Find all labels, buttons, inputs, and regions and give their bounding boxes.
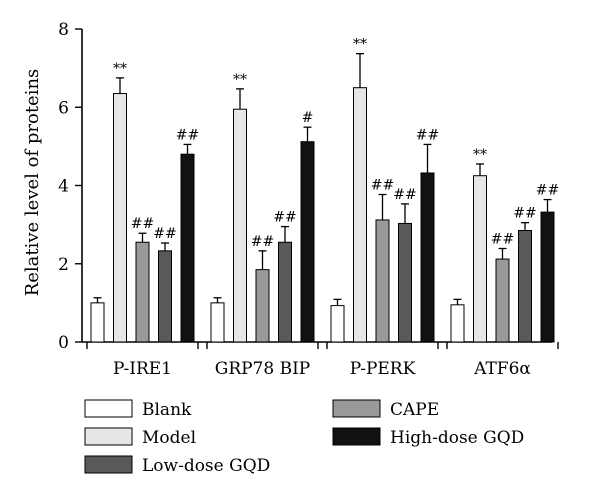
legend-swatch bbox=[84, 427, 133, 446]
significance-label: ## bbox=[273, 210, 296, 226]
x-tick-label: P-PERK bbox=[350, 359, 416, 379]
x-tick-label: ATF6α bbox=[473, 359, 531, 379]
significance-label: ## bbox=[153, 226, 176, 242]
significance-label: ** bbox=[233, 72, 247, 88]
significance-label: ## bbox=[176, 127, 199, 143]
significance-label: ## bbox=[393, 187, 416, 203]
significance-label: ## bbox=[416, 127, 439, 143]
y-tick-label: 2 bbox=[58, 255, 69, 275]
bar-blank-2 bbox=[330, 305, 345, 343]
bar-model-0 bbox=[113, 93, 127, 343]
chart-legend: Blank CAPE Model High-dose GQD Low-dose GQD bbox=[84, 399, 524, 476]
bar-low-dose-gqd-2 bbox=[398, 222, 412, 343]
bar-blank-1 bbox=[210, 302, 225, 343]
bar-blank-0 bbox=[90, 302, 105, 343]
significance-label: ## bbox=[536, 183, 559, 199]
x-tick-label: GRP78 BIP bbox=[215, 359, 311, 379]
y-tick-label: 8 bbox=[58, 20, 69, 40]
significance-label: ** bbox=[353, 37, 367, 53]
bar-low-dose-gqd-0 bbox=[158, 250, 172, 343]
bar-low-dose-gqd-1 bbox=[278, 241, 292, 343]
significance-label: ## bbox=[513, 206, 536, 222]
significance-label: ## bbox=[371, 177, 394, 193]
significance-label: ## bbox=[131, 216, 154, 232]
chart-bars bbox=[90, 52, 555, 343]
bar-high-dose-gqd-0 bbox=[180, 153, 195, 343]
y-tick-label: 6 bbox=[58, 98, 69, 118]
legend-swatch bbox=[84, 399, 133, 418]
bar-low-dose-gqd-3 bbox=[518, 229, 532, 343]
bar-blank-3 bbox=[450, 304, 465, 343]
bar-high-dose-gqd-2 bbox=[420, 172, 435, 343]
y-axis-label: Relative level of proteins bbox=[22, 69, 43, 297]
legend-label: CAPE bbox=[390, 400, 439, 420]
legend-label: High-dose GQD bbox=[390, 428, 524, 448]
bar-model-1 bbox=[233, 108, 247, 343]
legend-swatch bbox=[332, 427, 381, 446]
legend-swatch bbox=[332, 399, 381, 418]
chart-labels: Relative level of proteinsP-IRE1**######… bbox=[22, 37, 559, 379]
bar-cape-2 bbox=[375, 219, 390, 343]
legend-label: Model bbox=[142, 428, 196, 448]
bar-high-dose-gqd-3 bbox=[540, 211, 555, 343]
bar-cape-1 bbox=[255, 269, 270, 343]
bar-high-dose-gqd-1 bbox=[300, 141, 315, 343]
legend-label: Blank bbox=[142, 400, 192, 420]
bar-model-3 bbox=[473, 175, 487, 343]
bar-model-2 bbox=[353, 87, 367, 343]
x-tick-label: P-IRE1 bbox=[113, 359, 172, 379]
y-tick-label: 0 bbox=[58, 333, 69, 353]
legend-label: Low-dose GQD bbox=[142, 456, 270, 476]
legend-swatch bbox=[84, 455, 133, 474]
y-tick-label: 4 bbox=[58, 177, 69, 197]
significance-label: # bbox=[302, 110, 314, 126]
significance-label: ## bbox=[251, 234, 274, 250]
significance-label: ## bbox=[491, 231, 514, 247]
bar-cape-0 bbox=[135, 241, 150, 343]
significance-label: ** bbox=[473, 147, 487, 163]
significance-label: ** bbox=[113, 61, 127, 77]
bar-cape-3 bbox=[495, 258, 510, 343]
